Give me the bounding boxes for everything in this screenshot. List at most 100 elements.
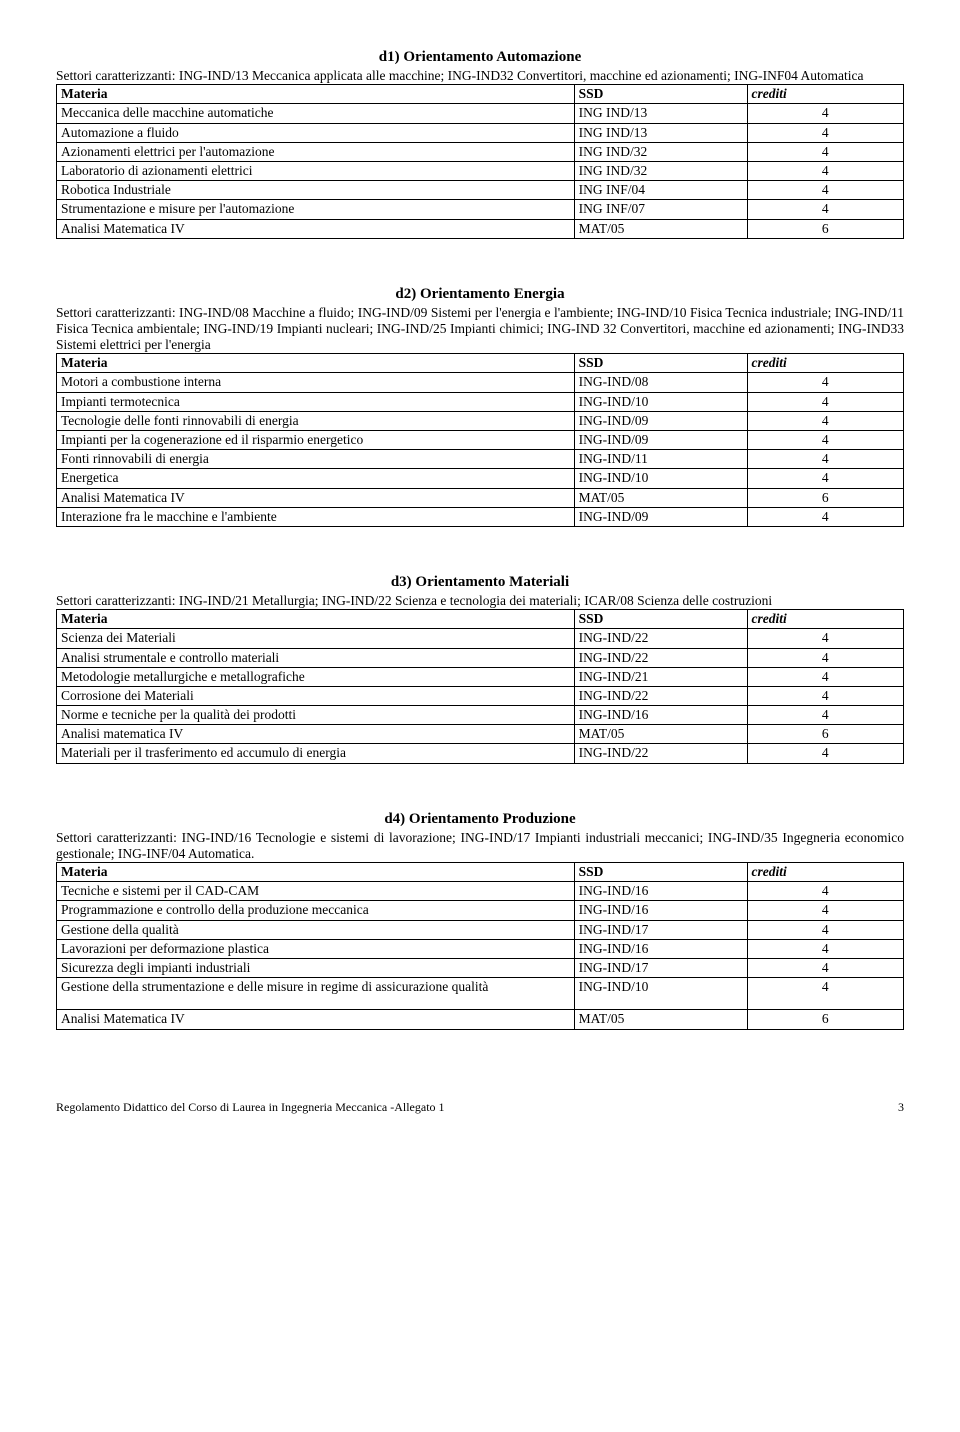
table-row: Programmazione e controllo della produzi… bbox=[57, 901, 904, 920]
table-row: Strumentazione e misure per l'automazion… bbox=[57, 200, 904, 219]
header-crediti: crediti bbox=[747, 863, 903, 882]
table-row: Tecnologie delle fonti rinnovabili di en… bbox=[57, 411, 904, 430]
cell-materia: Lavorazioni per deformazione plastica bbox=[57, 939, 575, 958]
table-row: Analisi strumentale e controllo material… bbox=[57, 648, 904, 667]
cell-materia: Tecniche e sistemi per il CAD-CAM bbox=[57, 882, 575, 901]
cell-ssd: ING IND/32 bbox=[574, 142, 747, 161]
cell-ssd: MAT/05 bbox=[574, 1010, 747, 1029]
footer-left: Regolamento Didattico del Corso di Laure… bbox=[56, 1100, 445, 1114]
table-header-row: MateriaSSDcrediti bbox=[57, 354, 904, 373]
cell-materia: Impianti termotecnica bbox=[57, 392, 575, 411]
header-materia: Materia bbox=[57, 863, 575, 882]
cell-materia: Scienza dei Materiali bbox=[57, 629, 575, 648]
cell-ssd: ING-IND/16 bbox=[574, 939, 747, 958]
cell-materia: Fonti rinnovabili di energia bbox=[57, 450, 575, 469]
table-row: Gestione della strumentazione e delle mi… bbox=[57, 978, 904, 1010]
cell-ssd: ING-IND/17 bbox=[574, 958, 747, 977]
course-table: MateriaSSDcreditiScienza dei MaterialiIN… bbox=[56, 609, 904, 764]
table-row: Sicurezza degli impianti industrialiING-… bbox=[57, 958, 904, 977]
cell-crediti: 4 bbox=[747, 123, 903, 142]
cell-crediti: 4 bbox=[747, 142, 903, 161]
cell-materia: Analisi strumentale e controllo material… bbox=[57, 648, 575, 667]
cell-materia: Sicurezza degli impianti industriali bbox=[57, 958, 575, 977]
table-row: Materiali per il trasferimento ed accumu… bbox=[57, 744, 904, 763]
cell-crediti: 4 bbox=[747, 200, 903, 219]
cell-crediti: 4 bbox=[747, 667, 903, 686]
cell-crediti: 4 bbox=[747, 469, 903, 488]
table-row: Scienza dei MaterialiING-IND/224 bbox=[57, 629, 904, 648]
cell-ssd: ING-IND/17 bbox=[574, 920, 747, 939]
cell-ssd: ING-IND/16 bbox=[574, 882, 747, 901]
header-materia: Materia bbox=[57, 610, 575, 629]
table-row: Lavorazioni per deformazione plasticaING… bbox=[57, 939, 904, 958]
cell-ssd: ING-IND/16 bbox=[574, 706, 747, 725]
table-row: Fonti rinnovabili di energiaING-IND/114 bbox=[57, 450, 904, 469]
cell-materia: Impianti per la cogenerazione ed il risp… bbox=[57, 431, 575, 450]
cell-ssd: ING-IND/10 bbox=[574, 469, 747, 488]
cell-materia: Analisi matematica IV bbox=[57, 725, 575, 744]
cell-materia: Strumentazione e misure per l'automazion… bbox=[57, 200, 575, 219]
cell-materia: Analisi Matematica IV bbox=[57, 1010, 575, 1029]
table-row: Impianti per la cogenerazione ed il risp… bbox=[57, 431, 904, 450]
cell-ssd: ING-IND/22 bbox=[574, 648, 747, 667]
cell-crediti: 4 bbox=[747, 392, 903, 411]
cell-materia: Analisi Matematica IV bbox=[57, 219, 575, 238]
cell-ssd: ING IND/32 bbox=[574, 161, 747, 180]
cell-crediti: 4 bbox=[747, 431, 903, 450]
table-row: Corrosione dei MaterialiING-IND/224 bbox=[57, 686, 904, 705]
cell-crediti: 4 bbox=[747, 686, 903, 705]
cell-ssd: ING-IND/22 bbox=[574, 686, 747, 705]
section-description: Settori caratterizzanti: ING-IND/16 Tecn… bbox=[56, 830, 904, 862]
cell-ssd: ING-IND/10 bbox=[574, 978, 747, 1010]
header-ssd: SSD bbox=[574, 85, 747, 104]
table-row: Azionamenti elettrici per l'automazioneI… bbox=[57, 142, 904, 161]
course-table: MateriaSSDcrediti Tecniche e sistemi per … bbox=[56, 862, 904, 1030]
cell-materia: Azionamenti elettrici per l'automazione bbox=[57, 142, 575, 161]
cell-ssd: ING-IND/11 bbox=[574, 450, 747, 469]
page-footer: Regolamento Didattico del Corso di Laure… bbox=[56, 1100, 904, 1114]
cell-materia: Programmazione e controllo della produzi… bbox=[57, 901, 575, 920]
table-row: Metodologie metallurgiche e metallografi… bbox=[57, 667, 904, 686]
table-row: Automazione a fluidoING IND/134 bbox=[57, 123, 904, 142]
cell-ssd: ING-IND/09 bbox=[574, 431, 747, 450]
section-description: Settori caratterizzanti: ING-IND/21 Meta… bbox=[56, 593, 904, 609]
cell-crediti: 4 bbox=[747, 450, 903, 469]
table-header-row: MateriaSSDcrediti bbox=[57, 85, 904, 104]
cell-ssd: ING INF/04 bbox=[574, 181, 747, 200]
section-1: d2) Orientamento EnergiaSettori caratter… bbox=[56, 285, 904, 527]
cell-materia: Automazione a fluido bbox=[57, 123, 575, 142]
table-row: Analisi matematica IVMAT/056 bbox=[57, 725, 904, 744]
cell-crediti: 4 bbox=[747, 706, 903, 725]
cell-crediti: 6 bbox=[747, 725, 903, 744]
cell-ssd: ING-IND/22 bbox=[574, 744, 747, 763]
table-row: Impianti termotecnicaING-IND/104 bbox=[57, 392, 904, 411]
cell-crediti: 4 bbox=[747, 648, 903, 667]
cell-materia: Interazione fra le macchine e l'ambiente bbox=[57, 507, 575, 526]
section-title: d4) Orientamento Produzione bbox=[56, 810, 904, 828]
cell-ssd: ING INF/07 bbox=[574, 200, 747, 219]
cell-crediti: 4 bbox=[747, 104, 903, 123]
cell-ssd: ING-IND/10 bbox=[574, 392, 747, 411]
section-title: d3) Orientamento Materiali bbox=[56, 573, 904, 591]
table-row: Gestione della qualitàING-IND/174 bbox=[57, 920, 904, 939]
cell-materia: Laboratorio di azionamenti elettrici bbox=[57, 161, 575, 180]
course-table: MateriaSSDcreditiMotori a combustione in… bbox=[56, 353, 904, 527]
header-ssd: SSD bbox=[574, 863, 747, 882]
cell-materia: Norme e tecniche per la qualità dei prod… bbox=[57, 706, 575, 725]
cell-materia: Tecnologie delle fonti rinnovabili di en… bbox=[57, 411, 575, 430]
section-0: d1) Orientamento AutomazioneSettori cara… bbox=[56, 48, 904, 239]
cell-crediti: 6 bbox=[747, 1010, 903, 1029]
cell-materia: Meccanica delle macchine automatiche bbox=[57, 104, 575, 123]
cell-ssd: ING IND/13 bbox=[574, 123, 747, 142]
cell-crediti: 4 bbox=[747, 901, 903, 920]
header-ssd: SSD bbox=[574, 354, 747, 373]
cell-ssd: ING-IND/09 bbox=[574, 411, 747, 430]
header-crediti: crediti bbox=[747, 610, 903, 629]
cell-crediti: 4 bbox=[747, 882, 903, 901]
section-3: d4) Orientamento Produzione Settori carat… bbox=[56, 810, 904, 1030]
cell-materia: Materiali per il trasferimento ed accumu… bbox=[57, 744, 575, 763]
cell-ssd: ING-IND/22 bbox=[574, 629, 747, 648]
header-ssd: SSD bbox=[574, 610, 747, 629]
cell-crediti: 4 bbox=[747, 181, 903, 200]
footer-page-number: 3 bbox=[898, 1100, 904, 1114]
